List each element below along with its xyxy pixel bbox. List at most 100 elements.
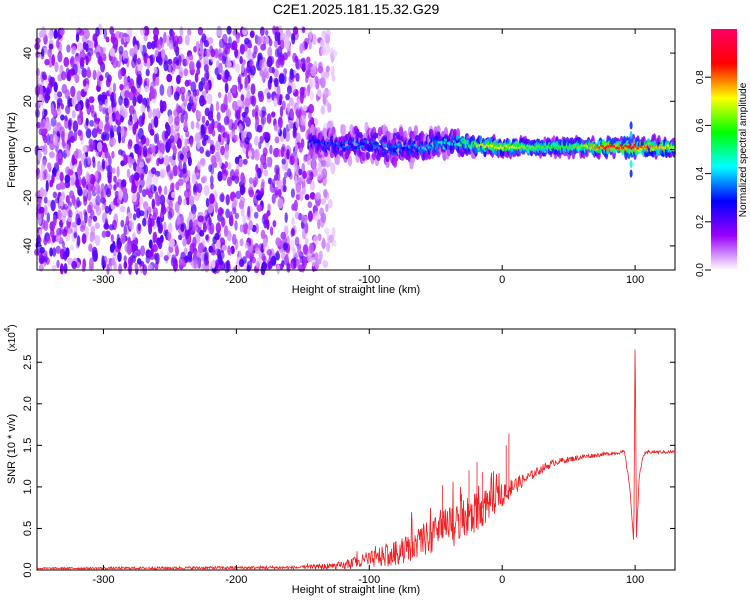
- spectrogram-noise-cell: [184, 79, 190, 87]
- spectrogram-noise-cell: [59, 195, 64, 207]
- spectrogram-noise-cell: [248, 177, 254, 184]
- spectrogram-noise-cell: [41, 26, 45, 36]
- spectrogram-noise-cell: [205, 150, 211, 158]
- spectrogram-noise-cell: [318, 78, 323, 85]
- spectrogram-noise-cell: [136, 258, 142, 265]
- spectrogram-noise-cell: [52, 191, 58, 199]
- spectrogram-noise-cell: [262, 255, 267, 263]
- spectrogram-noise-cell: [55, 245, 61, 254]
- spectrogram-noise-cell: [210, 48, 216, 58]
- spectrogram-noise-cell: [37, 194, 42, 205]
- spectrogram-noise-cell: [173, 111, 178, 118]
- spectrogram-noise-cell: [296, 98, 301, 111]
- spectrogram-noise-cell: [183, 98, 188, 107]
- spectrogram-noise-cell: [133, 143, 139, 150]
- spectrogram-noise-cell: [131, 243, 136, 253]
- spectrogram-noise-cell: [191, 174, 197, 185]
- spectrogram-noise-cell: [307, 201, 313, 209]
- spectrogram-noise-cell: [102, 259, 106, 269]
- spectrogram-noise-cell: [168, 64, 172, 73]
- spectrogram-noise-cell: [104, 98, 109, 109]
- spectrogram-noise-cell: [286, 148, 290, 160]
- spectrogram-noise-cell: [39, 187, 45, 199]
- spectrogram-noise-cell: [128, 105, 135, 115]
- spectrogram-noise-cell: [77, 117, 82, 125]
- spectrogram-noise-cell: [149, 128, 155, 136]
- spectrogram-noise-cell: [278, 116, 283, 128]
- spectrogram-noise-cell: [322, 93, 327, 106]
- spectrogram-noise-cell: [237, 99, 243, 107]
- spectrogram-noise-cell: [302, 26, 306, 34]
- spectrogram-noise-cell: [252, 177, 259, 186]
- spectrogram-noise-cell: [314, 76, 319, 84]
- spectrogram-signal-cell: [424, 151, 429, 161]
- spectrogram-noise-cell: [287, 119, 294, 130]
- spectrogram-noise-cell: [297, 248, 302, 255]
- spectrogram-noise-cell: [145, 188, 150, 195]
- spectrogram-noise-cell: [101, 230, 107, 238]
- spectrogram-noise-cell: [138, 210, 145, 217]
- spectrogram-noise-cell: [122, 187, 128, 195]
- spectrogram-noise-cell: [75, 55, 79, 66]
- spectrogram-noise-cell: [259, 26, 265, 36]
- spectrogram-noise-cell: [295, 194, 301, 201]
- spectrogram-noise-cell: [166, 85, 173, 98]
- spectrogram-noise-cell: [233, 199, 237, 208]
- spectrogram-noise-cell: [239, 184, 245, 196]
- spectrogram-signal-cell: [358, 132, 363, 139]
- snr-y-label: SNR (10 * v/v): [6, 414, 18, 484]
- spectrogram-noise-cell: [303, 256, 308, 268]
- spectrogram-noise-cell: [64, 143, 70, 155]
- spectrogram-noise-cell: [109, 47, 115, 57]
- spectrogram-noise-cell: [76, 149, 83, 159]
- spectrogram-noise-cell: [140, 27, 146, 36]
- spectrogram-noise-cell: [318, 250, 323, 261]
- spectrogram-noise-cell: [247, 205, 251, 218]
- spectrogram-noise-cell: [327, 89, 332, 97]
- spectrogram-noise-cell: [254, 148, 260, 161]
- spectrogram-noise-cell: [224, 261, 230, 274]
- figure-title: C2E1.2025.181.15.32.G29: [273, 1, 440, 17]
- spectrogram-noise-cell: [324, 43, 331, 55]
- spectrogram-noise-cell: [118, 263, 122, 275]
- spectrogram-noise-cell: [269, 56, 275, 65]
- spectrogram-signal-cell: [413, 125, 419, 136]
- spectrogram-noise-cell: [134, 262, 139, 272]
- spectrogram-signal-cell: [341, 124, 347, 136]
- snr-y-tick-label: 1.0: [22, 479, 34, 494]
- spectrogram-noise-cell: [190, 120, 195, 130]
- spectrogram-noise-cell: [95, 27, 100, 37]
- spectrogram-noise-cell: [292, 26, 299, 35]
- spectrogram-noise-cell: [238, 123, 243, 133]
- spectrogram-noise-cell: [146, 57, 151, 70]
- spectrogram-noise-cell: [299, 92, 304, 104]
- spectrogram-noise-cell: [123, 97, 129, 107]
- spectrogram-noise-cell: [89, 120, 95, 127]
- spectrogram-noise-cell: [123, 58, 128, 65]
- spectrogram-signal-cell: [365, 151, 371, 160]
- spectrogram-y-tick-label: 40: [22, 47, 34, 59]
- spectrogram-noise-cell: [179, 26, 184, 38]
- spectrogram-noise-cell: [153, 174, 159, 185]
- spectrogram-noise-cell: [43, 109, 48, 117]
- spectrogram-noise-cell: [224, 131, 230, 143]
- spectrogram-noise-cell: [50, 117, 57, 127]
- spectrogram-noise-cell: [327, 158, 333, 167]
- spectrogram-noise-cell: [298, 142, 303, 153]
- spectrogram-noise-cell: [43, 237, 48, 246]
- spectrogram-noise-cell: [262, 237, 268, 248]
- spectrogram-noise-cell: [65, 247, 70, 258]
- spectrogram-noise-cell: [168, 114, 174, 125]
- spectrogram-noise-cell: [46, 236, 51, 244]
- spectrogram-noise-cell: [253, 45, 258, 55]
- colorbar-tick-label: 0.2: [695, 214, 706, 228]
- spectrogram-noise-cell: [303, 154, 307, 163]
- spectrogram-noise-cell: [295, 132, 301, 143]
- spectrogram-noise-cell: [142, 201, 149, 210]
- spectrogram-noise-cell: [64, 117, 69, 129]
- spectrogram-noise-cell: [218, 258, 224, 266]
- spectrogram-noise-cell: [131, 182, 137, 194]
- spectrogram-noise-cell: [126, 168, 131, 178]
- spectrogram-noise-cell: [136, 191, 141, 201]
- spectrogram-noise-cell: [309, 28, 313, 41]
